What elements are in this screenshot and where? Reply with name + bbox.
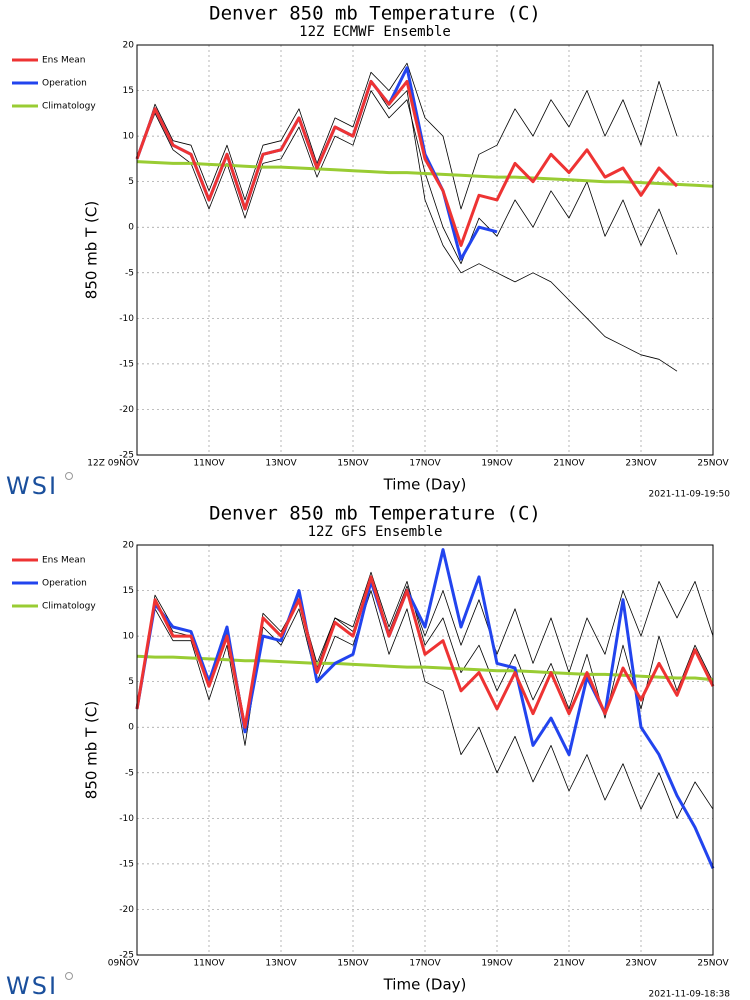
timestamp: 2021-11-09-19:50 (649, 490, 731, 500)
chart-subtitle: 12Z ECMWF Ensemble (299, 24, 451, 40)
plot-frame (136, 44, 714, 456)
x-tick-label: 13NOV (265, 459, 297, 469)
x-tick-label: 23NOV (625, 459, 657, 469)
y-tick-label: 5 (128, 677, 134, 687)
y-tick-label: -5 (125, 768, 134, 778)
x-axis-label: Time (Day) (383, 476, 467, 494)
member-line (136, 590, 714, 819)
y-tick-label: -25 (119, 951, 134, 961)
series-line (135, 79, 679, 247)
chart-title: Denver 850 mb Temperature (C) (209, 503, 541, 525)
x-tick-label: 19NOV (481, 959, 513, 969)
y-tick-label: 0 (128, 223, 134, 233)
x-tick-label: 17NOV (409, 959, 441, 969)
y-tick-label: 0 (128, 723, 134, 733)
logo-mark (65, 472, 73, 480)
x-tick-label: 12Z 09NOV (87, 459, 140, 469)
x-tick-label: 11NOV (193, 959, 225, 969)
member-line (136, 81, 678, 372)
y-tick-label: -20 (119, 905, 134, 915)
y-tick-label: -10 (119, 814, 134, 824)
y-tick-label: 5 (128, 177, 134, 187)
y-tick-label: -25 (119, 451, 134, 461)
y-tick-label: -15 (119, 359, 134, 369)
logo-mark (65, 972, 73, 980)
y-tick-label: 20 (123, 41, 135, 51)
timestamp: 2021-11-09-18:38 (649, 990, 731, 1000)
legend-label: Operation (42, 579, 87, 589)
plot-frame (136, 544, 714, 956)
legend-label: Ens Mean (42, 556, 85, 566)
x-tick-label: 25NOV (697, 959, 729, 969)
y-tick-label: -15 (119, 859, 134, 869)
x-tick-label: 09NOV (108, 959, 140, 969)
x-tick-label: 19NOV (481, 459, 513, 469)
y-tick-label: -5 (125, 268, 134, 278)
x-tick-label: 21NOV (553, 959, 585, 969)
chart-title: Denver 850 mb Temperature (C) (209, 3, 541, 25)
x-tick-label: 21NOV (553, 459, 585, 469)
legend-label: Climatology (42, 602, 96, 612)
x-tick-label: 25NOV (697, 459, 729, 469)
x-axis-label: Time (Day) (383, 976, 467, 994)
y-axis-label: 850 mb T (C) (83, 701, 101, 799)
x-tick-label: 11NOV (193, 459, 225, 469)
y-tick-label: 15 (123, 586, 134, 596)
logo: WSI (6, 972, 58, 1000)
legend-label: Operation (42, 79, 87, 89)
series-line (135, 575, 715, 729)
member-line (136, 62, 678, 210)
x-tick-label: 17NOV (409, 459, 441, 469)
y-tick-label: 20 (123, 541, 135, 551)
x-tick-label: 15NOV (337, 959, 369, 969)
x-tick-label: 23NOV (625, 959, 657, 969)
y-tick-label: -10 (119, 314, 134, 324)
logo: WSI (6, 472, 58, 500)
y-tick-label: -20 (119, 405, 134, 415)
x-tick-label: 13NOV (265, 959, 297, 969)
chart-subtitle: 12Z GFS Ensemble (308, 524, 443, 540)
y-tick-label: 15 (123, 86, 134, 96)
y-tick-label: 10 (123, 132, 135, 142)
y-tick-label: 10 (123, 632, 135, 642)
legend-label: Ens Mean (42, 56, 85, 66)
x-tick-label: 15NOV (337, 459, 369, 469)
y-axis-label: 850 mb T (C) (83, 201, 101, 299)
legend-label: Climatology (42, 102, 96, 112)
series-line (136, 160, 714, 188)
